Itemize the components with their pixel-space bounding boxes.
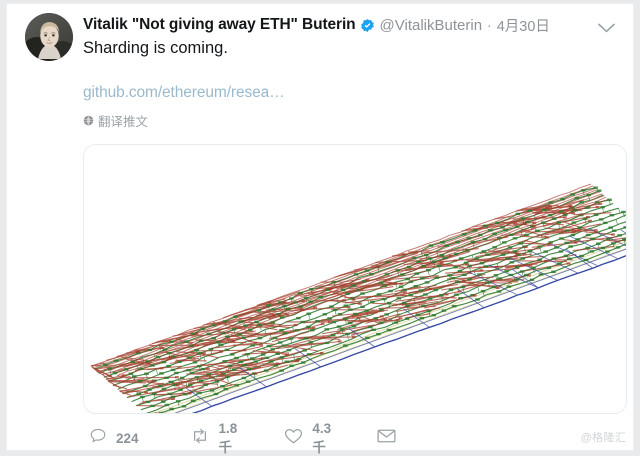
translate-tweet-button[interactable]: 翻译推文 <box>83 111 148 130</box>
sharding-diagram-image <box>84 145 627 413</box>
retweet-button[interactable]: 1.8千 <box>190 421 238 456</box>
globe-icon <box>83 115 94 126</box>
media-card[interactable] <box>83 144 627 414</box>
retweet-icon <box>190 427 210 450</box>
watermark: @格隆汇 <box>581 429 626 445</box>
tweet-link[interactable]: github.com/ethereum/resea… <box>83 84 285 102</box>
avatar[interactable] <box>25 13 73 61</box>
name-row: Vitalik "Not giving away ETH" Buterin @V… <box>83 14 550 36</box>
retweet-count: 1.8千 <box>219 421 238 456</box>
heart-icon <box>284 427 303 450</box>
reply-count: 224 <box>116 431 139 446</box>
avatar-image <box>25 13 73 61</box>
separator-dot: · <box>487 17 492 33</box>
like-button[interactable]: 4.3千 <box>284 421 331 456</box>
translate-label: 翻译推文 <box>98 111 148 130</box>
tweet-card: Vitalik "Not giving away ETH" Buterin @V… <box>6 3 634 451</box>
display-name[interactable]: Vitalik "Not giving away ETH" Buterin <box>83 16 356 34</box>
share-button[interactable] <box>377 428 405 449</box>
user-handle[interactable]: @VitalikButerin <box>380 17 483 34</box>
like-count: 4.3千 <box>312 421 331 456</box>
reply-icon <box>89 427 107 450</box>
tweet-action-bar: 224 1.8千 4.3千 <box>83 424 383 452</box>
tweet-timestamp[interactable]: 4月30日 <box>497 15 550 36</box>
reply-button[interactable]: 224 <box>89 427 139 450</box>
envelope-icon <box>377 428 396 449</box>
verified-badge-icon <box>360 18 375 33</box>
chevron-down-icon[interactable] <box>593 18 619 38</box>
tweet-text: Sharding is coming. <box>83 38 228 59</box>
